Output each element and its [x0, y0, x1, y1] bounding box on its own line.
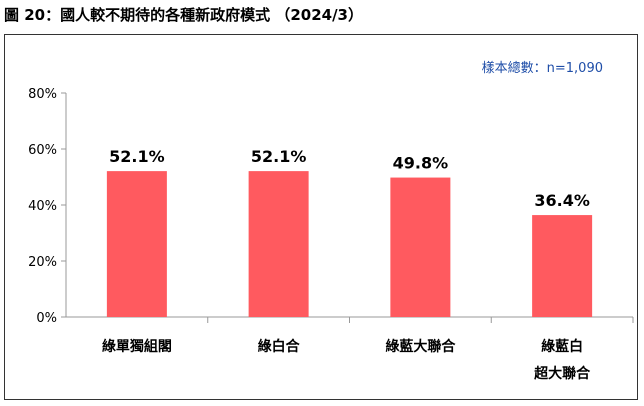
x-category-label: 綠單獨組閣	[102, 338, 172, 355]
chart-frame: 樣本總數：n=1,090 0% 20% 40% 60% 80% 52.1% 綠單獨組閣 52.…	[4, 34, 638, 400]
bar-value-label: 52.1%	[251, 147, 307, 166]
bar-value-label: 52.1%	[109, 147, 165, 166]
figure-title: 圖 20：國人較不期待的各種新政府模式 （2024/3）	[4, 6, 363, 24]
bar	[390, 177, 451, 317]
x-category-label: 綠藍白	[541, 338, 583, 355]
bar	[248, 171, 309, 317]
y-tick-label: 40%	[28, 199, 57, 214]
y-tick-label: 20%	[28, 255, 57, 270]
bar	[532, 215, 593, 317]
y-tick-label: 60%	[28, 143, 57, 158]
bar-chart: 0% 20% 40% 60% 80% 52.1% 綠單獨組閣 52.1% 綠白合 49.8% 綠藍大…	[28, 87, 634, 382]
x-category-label: 超大聯合	[533, 365, 591, 382]
x-category-label: 綠藍大聯合	[385, 338, 456, 355]
bar-value-label: 49.8%	[393, 154, 449, 173]
sample-size-label: 樣本總數：n=1,090	[481, 61, 603, 76]
bar-value-label: 36.4%	[534, 191, 590, 210]
x-category-label: 綠白合	[258, 338, 301, 355]
y-tick-label: 80%	[28, 87, 57, 102]
bar	[106, 171, 167, 317]
y-tick-label: 0%	[36, 311, 57, 326]
